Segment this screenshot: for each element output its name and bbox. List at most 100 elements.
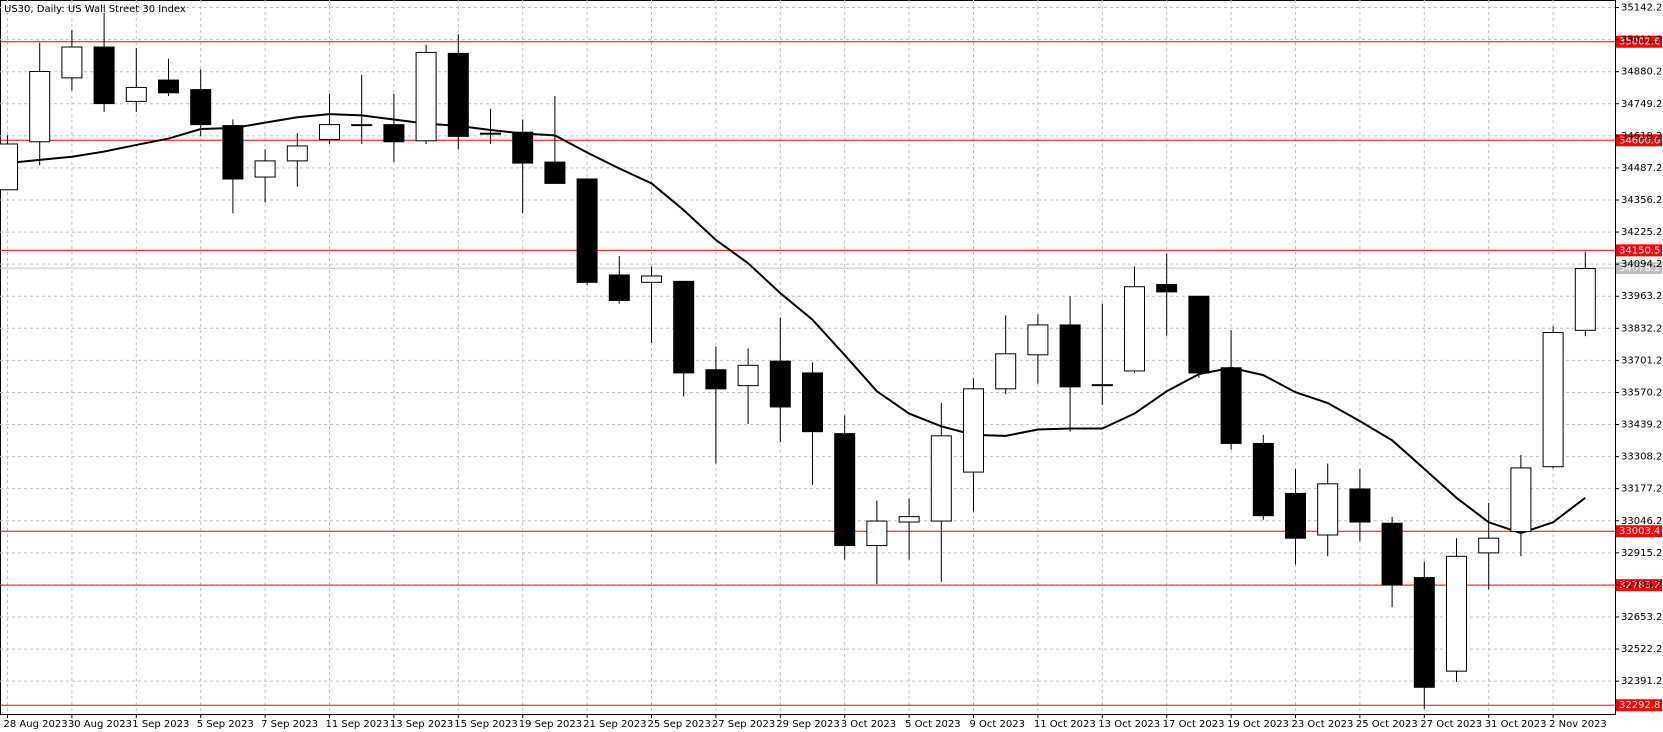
current-price-label: 34078.2 [1619,263,1660,274]
candle-body [673,280,695,374]
candle-body [480,132,501,135]
x-tick-label: 13 Sep 2023 [390,719,453,730]
candle-body [995,353,1017,390]
y-tick-label: 34356.2 [1621,195,1662,206]
x-tick-label: 27 Oct 2023 [1420,719,1482,730]
candle-body [383,124,405,143]
x-tick-label: 17 Oct 2023 [1163,719,1225,730]
level-label-bg [1616,579,1662,592]
candle-body [769,360,791,408]
level-label: 34150.5 [1619,245,1660,256]
x-tick-label: 13 Oct 2023 [1098,719,1160,730]
x-tick-label: 11 Oct 2023 [1034,719,1096,730]
candle-body [125,86,147,102]
y-tick-label: 34225.2 [1621,227,1662,238]
candle-body [834,433,856,547]
y-tick-label: 32915.2 [1621,548,1662,559]
level-label: 34600.0 [1619,135,1660,146]
y-tick-label: 35142.2 [1621,3,1662,14]
candle-body [1220,367,1242,444]
y-tick-label: 34749.2 [1621,99,1662,110]
candle-body [1510,467,1532,533]
x-tick-label: 15 Sep 2023 [454,719,517,730]
candle-body [1381,522,1403,586]
candle-body [1027,324,1049,356]
level-label: 35002.6 [1619,37,1660,48]
x-tick-label: 7 Sep 2023 [261,719,318,730]
y-tick-label: 33046.2 [1621,516,1662,527]
candle-body [1091,384,1113,387]
x-tick-label: 30 Aug 2023 [68,719,132,730]
candle-body [93,46,115,105]
x-tick-label: 27 Sep 2023 [712,719,775,730]
x-tick-label: 5 Sep 2023 [197,719,254,730]
candle-body [544,161,566,184]
candle-body [1156,284,1178,293]
y-tick-label: 34487.2 [1621,163,1662,174]
level-label-bg [1616,699,1662,712]
candle-body [319,124,340,141]
candle-body [351,124,373,127]
x-tick-label: 29 Sep 2023 [776,719,839,730]
x-tick-label: 25 Oct 2023 [1356,719,1418,730]
candle-body [29,70,51,143]
candle-body [866,520,888,547]
moving-average [7,113,1586,535]
x-tick-label: 31 Oct 2023 [1485,719,1547,730]
y-tick-label: 33701.2 [1621,355,1662,366]
level-label: 32783.2 [1619,580,1660,591]
candle-body [0,143,18,191]
candles [0,12,1596,709]
candle-body [898,516,920,523]
x-tick-label: 1 Sep 2023 [132,719,189,730]
x-tick-label: 5 Oct 2023 [905,719,960,730]
level-label-bg [1616,35,1662,48]
levels: 35002.6 34600.0 34150.5 33003.4 32783.2 32292… [0,35,1662,712]
candle-body [1285,492,1306,539]
x-tick-label: 25 Sep 2023 [648,719,711,730]
y-tick-label: 33963.2 [1621,291,1662,302]
axis: 35142.2 35011.2 34880.2 34749.2 34618.2 34487… [4,3,1663,730]
candle-body [222,125,244,180]
candle-body [1188,295,1210,374]
y-tick-label: 33308.2 [1621,452,1662,463]
y-tick-label: 32522.2 [1621,644,1662,655]
x-tick-label: 19 Sep 2023 [519,719,582,730]
y-tick-label: 32784.2 [1621,580,1662,591]
candle-body [1574,268,1596,331]
level-label: 32292.8 [1619,700,1660,711]
y-tick-label: 32653.2 [1621,612,1662,623]
candle-body [512,131,534,164]
x-tick-label: 11 Sep 2023 [326,719,389,730]
x-tick-label: 21 Sep 2023 [583,719,646,730]
candle-body [641,275,662,283]
candle-body [1349,488,1371,523]
level-label-bg [1616,525,1662,538]
candle-body [1317,483,1339,536]
y-tick-label: 33832.2 [1621,323,1662,334]
y-tick-label: 33439.2 [1621,420,1662,431]
current-price-bg [1616,262,1662,275]
level-label-bg [1616,134,1662,147]
x-tick-label: 3 Oct 2023 [841,719,896,730]
level-label: 33003.4 [1619,526,1660,537]
candle-body [737,364,759,387]
y-tick-label: 34094.2 [1621,259,1662,270]
candle-body [608,274,630,301]
candle-body [61,46,83,79]
chart-title: US30, Daily: US Wall Street 30 Index [4,4,186,15]
y-tick-label: 35011.2 [1621,35,1662,46]
candle-body [576,178,598,283]
ma-line [7,113,1586,535]
candle-body [1124,286,1145,372]
candle-body [254,160,276,178]
candle-body [190,89,212,126]
candle-body [286,145,308,162]
candle-body [1478,537,1500,554]
y-tick-label: 34880.2 [1621,67,1662,78]
candle-body [1059,324,1081,388]
candle-body [705,369,727,390]
candle-body [930,435,952,522]
candle-body [415,51,437,142]
candle-body [1542,332,1564,468]
